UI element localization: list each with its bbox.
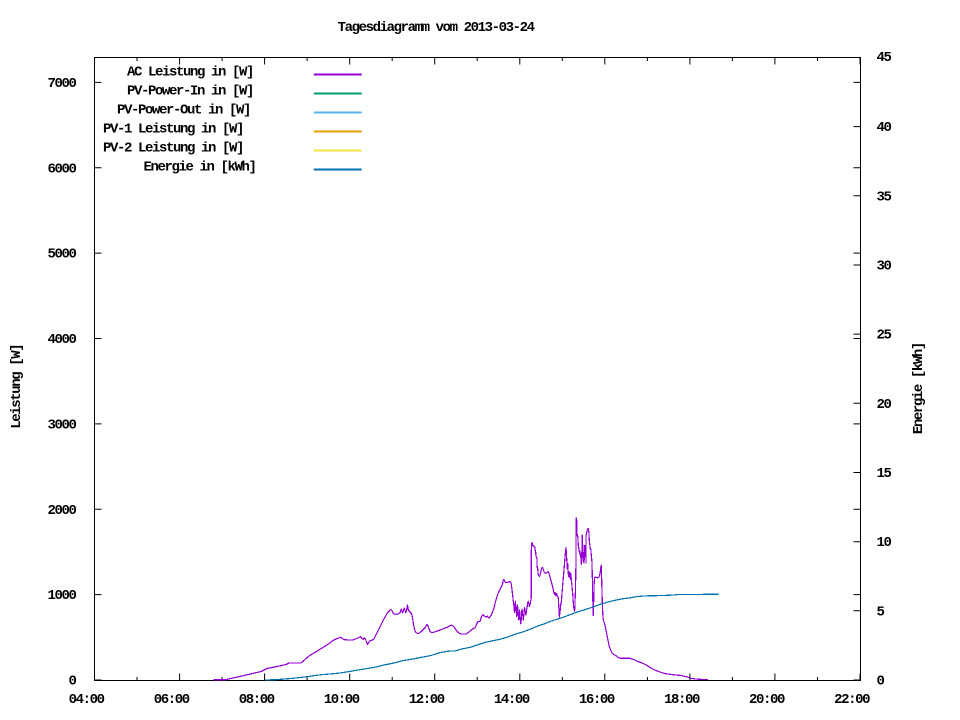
svg-text:Leistung [W]: Leistung [W]	[9, 345, 25, 429]
svg-text:06:00: 06:00	[154, 692, 190, 708]
svg-text:45: 45	[877, 50, 892, 66]
svg-text:3000: 3000	[47, 417, 76, 433]
svg-text:0: 0	[877, 674, 885, 690]
svg-text:2000: 2000	[47, 503, 76, 519]
svg-text:5000: 5000	[47, 247, 76, 263]
svg-text:0: 0	[68, 674, 76, 690]
svg-text:35: 35	[877, 189, 892, 205]
svg-text:PV-2 Leistung in [W]: PV-2 Leistung in [W]	[103, 141, 243, 157]
svg-text:10: 10	[877, 535, 892, 551]
svg-text:Energie [kWh]: Energie [kWh]	[911, 343, 927, 434]
svg-text:14:00: 14:00	[494, 692, 530, 708]
svg-text:1000: 1000	[47, 588, 76, 604]
svg-text:AC Leistung in [W]: AC Leistung in [W]	[127, 65, 253, 81]
svg-text:25: 25	[877, 328, 892, 344]
svg-text:PV-Power-Out in [W]: PV-Power-Out in [W]	[117, 103, 250, 119]
svg-text:08:00: 08:00	[239, 692, 275, 708]
svg-text:10:00: 10:00	[324, 692, 360, 708]
svg-text:12:00: 12:00	[409, 692, 445, 708]
svg-text:7000: 7000	[47, 76, 76, 92]
svg-text:PV-1 Leistung in [W]: PV-1 Leistung in [W]	[103, 122, 243, 138]
svg-text:22:00: 22:00	[834, 692, 870, 708]
svg-text:15: 15	[877, 466, 892, 482]
svg-text:20:00: 20:00	[749, 692, 785, 708]
svg-text:4000: 4000	[47, 332, 76, 348]
svg-text:30: 30	[877, 259, 892, 275]
svg-text:16:00: 16:00	[579, 692, 615, 708]
svg-text:20: 20	[877, 397, 892, 413]
svg-text:40: 40	[877, 120, 892, 136]
svg-text:04:00: 04:00	[69, 692, 105, 708]
svg-text:Energie in [kWh]: Energie in [kWh]	[143, 160, 255, 176]
svg-text:PV-Power-In in [W]: PV-Power-In in [W]	[127, 84, 253, 100]
svg-text:18:00: 18:00	[664, 692, 700, 708]
svg-text:5: 5	[877, 604, 885, 620]
svg-text:6000: 6000	[47, 161, 76, 177]
svg-text:Tagesdiagramm vom 2013-03-24: Tagesdiagramm vom 2013-03-24	[338, 20, 535, 36]
